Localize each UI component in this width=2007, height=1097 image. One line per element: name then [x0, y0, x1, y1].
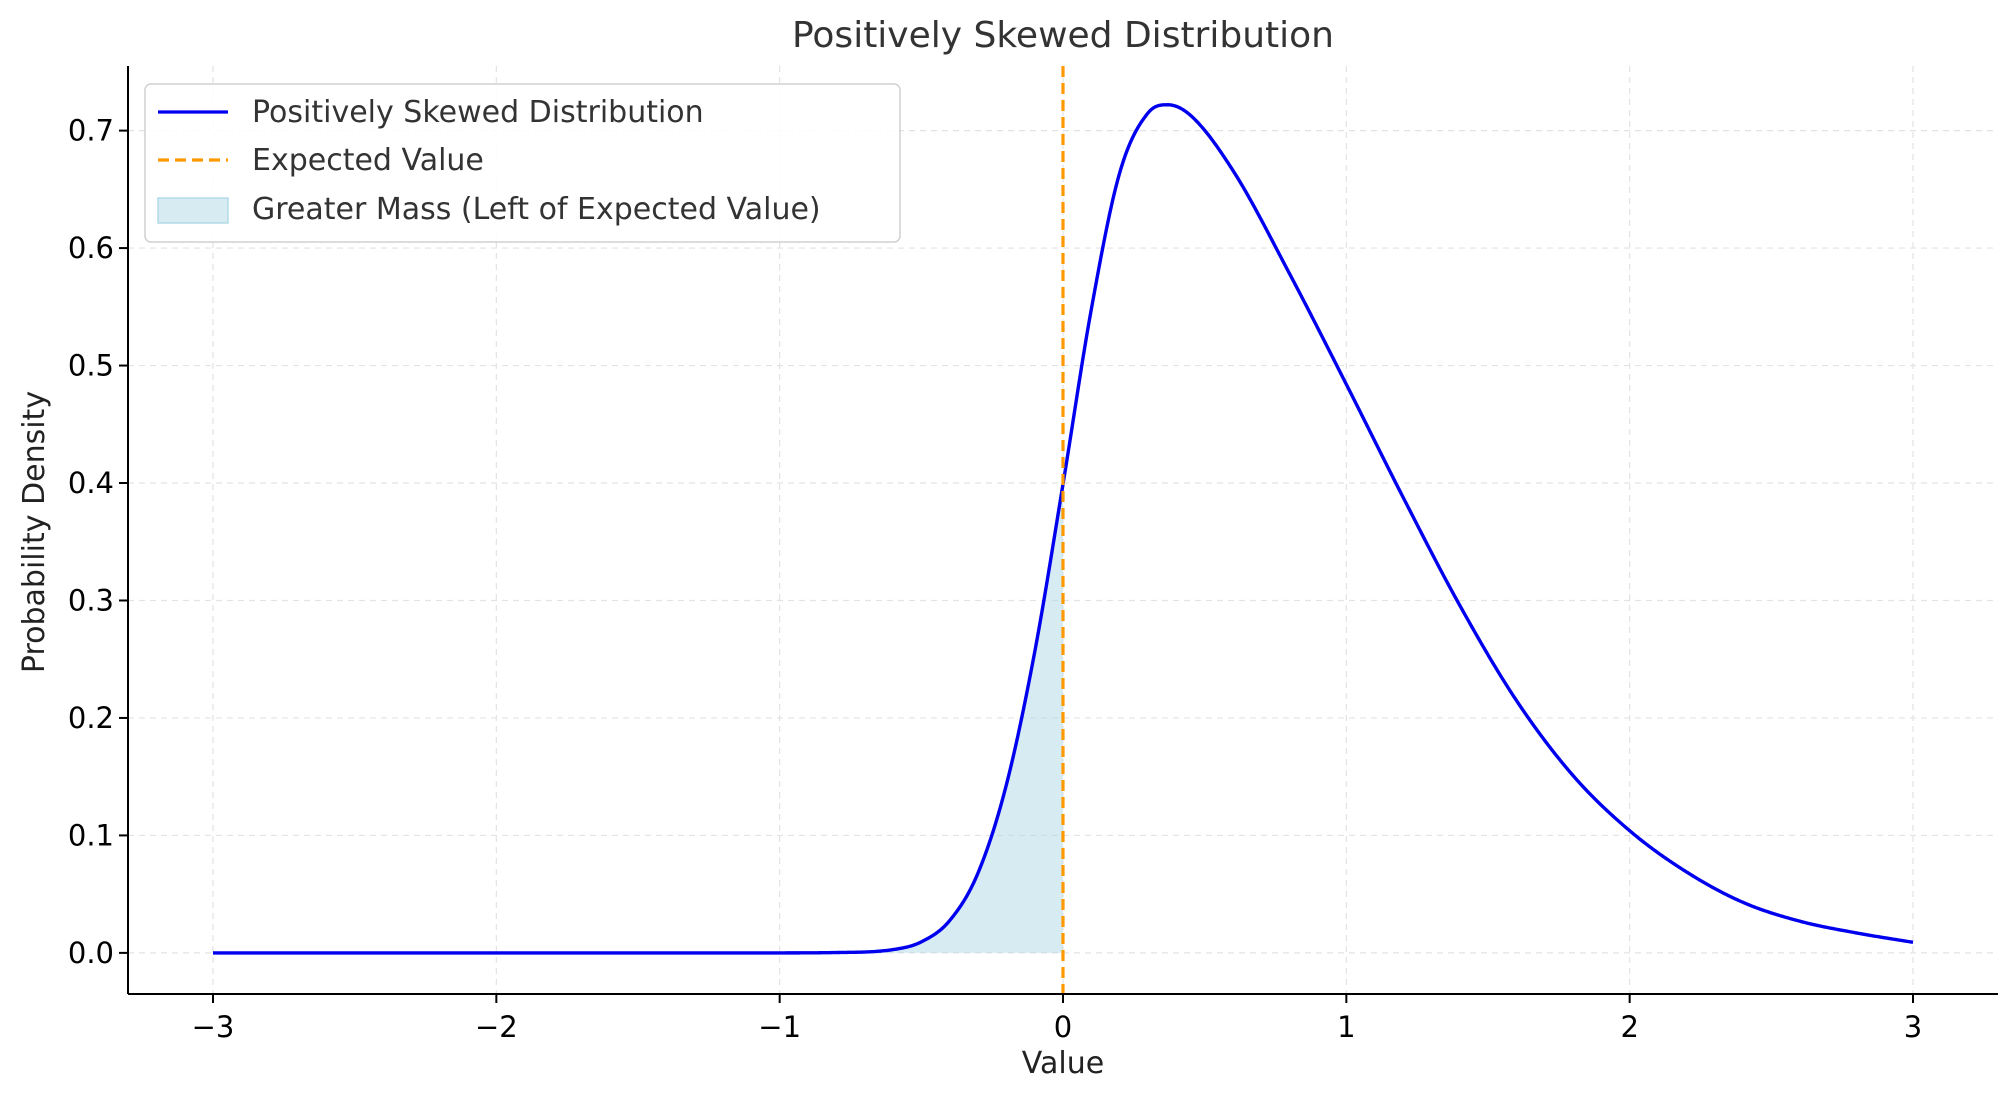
- y-tick-label: 0.0: [68, 936, 114, 970]
- x-tick-label: 1: [1337, 1010, 1355, 1044]
- y-tick-label: 0.5: [68, 349, 114, 383]
- y-tick-label: 0.4: [68, 466, 114, 500]
- legend-box: [144, 83, 901, 243]
- legend-label-curve: Positively Skewed Distribution: [252, 95, 704, 130]
- x-tick-label: 0: [1054, 1010, 1072, 1044]
- y-tick-label: 0.3: [68, 583, 114, 617]
- x-tick-label: 2: [1620, 1010, 1638, 1044]
- x-axis-label: Value: [1022, 1046, 1104, 1081]
- x-tick-label: −3: [192, 1010, 235, 1044]
- legend-label-expected-value: Expected Value: [252, 143, 484, 178]
- x-tick-label: 3: [1904, 1010, 1922, 1044]
- y-tick-label: 0.7: [68, 114, 114, 148]
- y-axis-label: Probability Density: [17, 391, 52, 673]
- y-tick-label: 0.2: [68, 701, 114, 735]
- legend-label-area: Greater Mass (Left of Expected Value): [252, 192, 821, 227]
- fill-area-layer: [213, 484, 1063, 953]
- y-tick-label: 0.1: [68, 818, 114, 852]
- chart-title: Positively Skewed Distribution: [792, 15, 1334, 56]
- greater-mass-area: [213, 484, 1063, 953]
- ticks: −3 −2 −1 0 1 2 3 0.0 0.1 0.2 0.3 0.4 0.5 0.6 0.7: [68, 114, 1922, 1044]
- legend-swatch-area: [157, 197, 229, 224]
- x-tick-label: −2: [475, 1010, 518, 1044]
- series-layer: [212, 66, 1914, 994]
- y-tick-label: 0.6: [68, 231, 114, 265]
- legend: Positively Skewed Distribution Expected …: [144, 83, 901, 243]
- x-tick-label: −1: [758, 1010, 801, 1044]
